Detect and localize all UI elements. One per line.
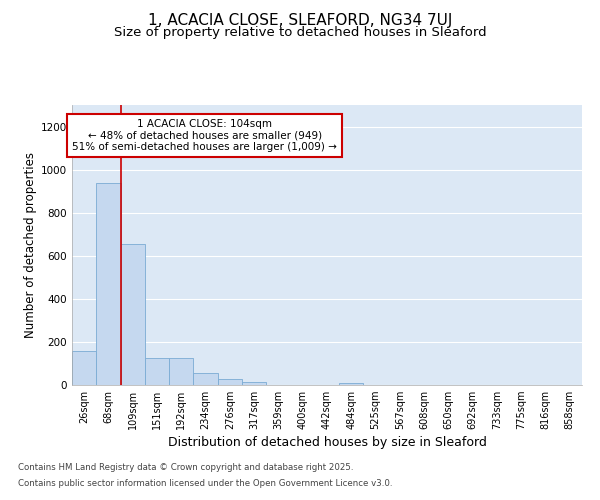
Bar bbox=[339, 383, 364, 385]
Y-axis label: Number of detached properties: Number of detached properties bbox=[24, 152, 37, 338]
Text: Contains public sector information licensed under the Open Government Licence v3: Contains public sector information licen… bbox=[18, 478, 392, 488]
Bar bbox=[72, 350, 96, 385]
Bar bbox=[169, 358, 193, 385]
Bar bbox=[218, 379, 242, 385]
Text: Contains HM Land Registry data © Crown copyright and database right 2025.: Contains HM Land Registry data © Crown c… bbox=[18, 464, 353, 472]
Bar bbox=[242, 382, 266, 385]
Text: 1, ACACIA CLOSE, SLEAFORD, NG34 7UJ: 1, ACACIA CLOSE, SLEAFORD, NG34 7UJ bbox=[148, 12, 452, 28]
Bar bbox=[121, 244, 145, 385]
Text: Size of property relative to detached houses in Sleaford: Size of property relative to detached ho… bbox=[113, 26, 487, 39]
Text: 1 ACACIA CLOSE: 104sqm
← 48% of detached houses are smaller (949)
51% of semi-de: 1 ACACIA CLOSE: 104sqm ← 48% of detached… bbox=[72, 119, 337, 152]
X-axis label: Distribution of detached houses by size in Sleaford: Distribution of detached houses by size … bbox=[167, 436, 487, 450]
Bar bbox=[193, 372, 218, 385]
Bar bbox=[96, 182, 121, 385]
Bar bbox=[145, 358, 169, 385]
